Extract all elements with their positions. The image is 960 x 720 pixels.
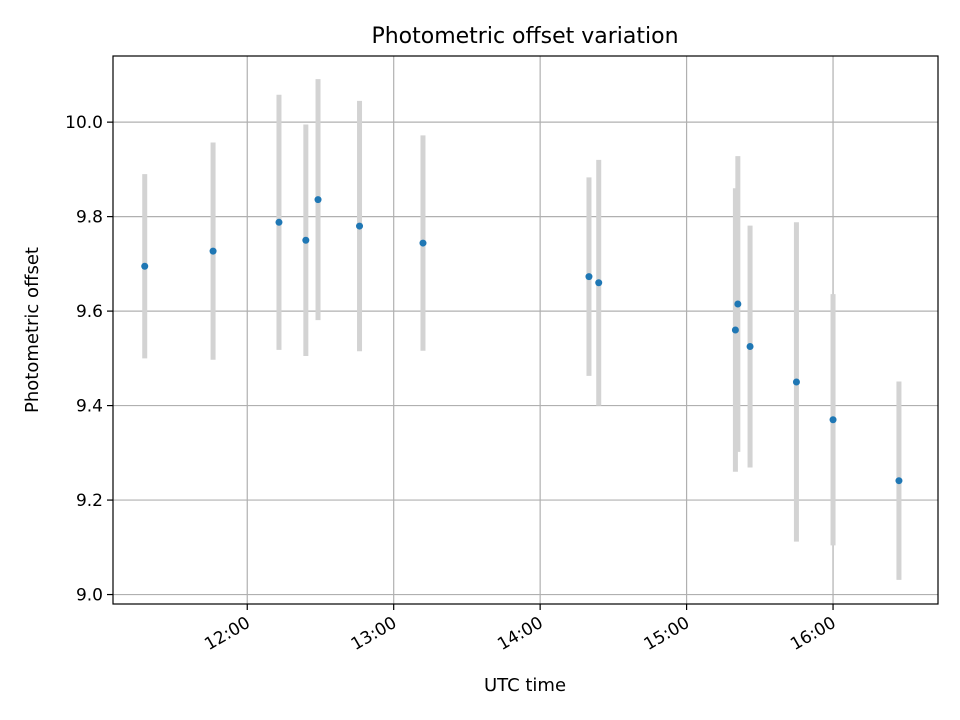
chart-title: Photometric offset variation [371,24,678,49]
x-axis-ticks: 12:00 13:00 14:00 15:00 16:00 [201,604,840,655]
data-points [141,196,903,485]
y-axis-label: Photometric offset [22,247,43,413]
x-tick-label: 14:00 [494,613,546,655]
data-point [895,477,903,485]
y-tick-label: 9.0 [76,586,103,606]
x-tick-label: 16:00 [787,613,839,655]
data-point [595,279,603,287]
y-tick-label: 10.0 [65,113,103,133]
y-tick-label: 9.2 [76,491,103,511]
data-point [731,326,739,334]
x-tick-label: 13:00 [348,613,400,655]
data-point [302,236,310,244]
data-point [792,378,800,386]
data-point [419,239,427,247]
y-tick-label: 9.6 [76,302,103,322]
x-axis-label: UTC time [484,675,566,696]
error-bars [142,79,902,580]
data-point [585,273,593,281]
y-tick-label: 9.8 [76,208,103,228]
x-tick-label: 15:00 [641,613,693,655]
grid-lines [113,56,938,604]
data-point [209,247,217,255]
data-point [141,262,149,270]
data-point [829,416,837,424]
data-point [746,343,754,351]
y-axis-ticks: 9.0 9.2 9.4 9.6 9.8 10.0 [65,113,113,606]
data-point [356,222,364,230]
x-tick-label: 12:00 [201,613,253,655]
data-point [734,300,742,308]
plot-frame [112,55,939,605]
data-point [314,196,322,204]
y-tick-label: 9.4 [76,397,103,417]
data-point [275,218,283,226]
